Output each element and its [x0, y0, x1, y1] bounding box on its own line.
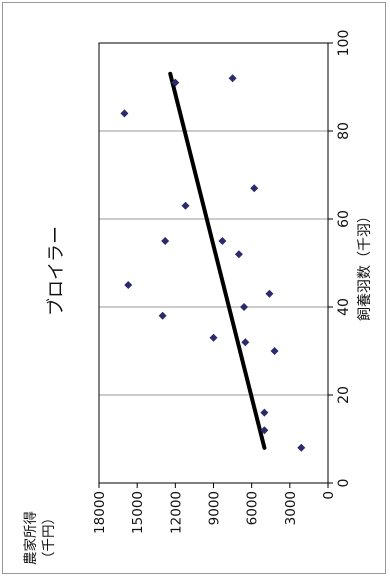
data-point — [161, 237, 170, 245]
x-tick-label: 40 — [336, 298, 352, 316]
chart-frame: 0 20 40 60 80 100 3000 6000 9000 12000 15000 18000… — [2, 2, 386, 574]
data-point — [209, 333, 218, 342]
y-tick-label: 18000 — [92, 491, 108, 534]
y-tick-label: 9000 — [207, 491, 223, 525]
data-point — [297, 443, 306, 452]
data-point — [228, 74, 237, 83]
data-point — [171, 78, 180, 87]
chart-canvas: 0 20 40 60 80 100 3000 6000 9000 12000 15000 18000… — [22, 30, 373, 565]
data-point — [120, 109, 129, 118]
data-point — [250, 184, 259, 193]
y-tick-label: 12000 — [168, 491, 184, 534]
x-tick-label: 100 — [336, 30, 352, 57]
x-tick-label: 0 — [336, 479, 352, 488]
trend-line — [168, 71, 267, 450]
data-point — [234, 250, 243, 259]
y-tick-label: 15000 — [130, 491, 146, 534]
y-axis-unit-label: （千円） — [41, 511, 57, 565]
x-axis-ticks: 0 20 40 60 80 100 — [328, 30, 352, 488]
x-tick-label: 60 — [336, 210, 352, 228]
data-point — [218, 237, 227, 245]
data-points — [120, 74, 306, 452]
data-point — [240, 303, 249, 311]
data-point — [270, 347, 279, 355]
grid-lines — [99, 130, 328, 396]
y-tick-label: 6000 — [245, 491, 261, 525]
plot-area — [98, 42, 329, 484]
data-point — [158, 311, 167, 320]
y-tick-label: 0 — [321, 491, 337, 500]
y-axis-label: 農家所得 — [22, 511, 39, 565]
x-tick-label: 80 — [336, 122, 352, 140]
data-point — [260, 426, 269, 435]
y-tick-label: 3000 — [283, 491, 299, 525]
chart-title: ブロイラー — [45, 226, 67, 316]
data-point — [124, 281, 133, 289]
x-tick-label: 20 — [336, 386, 352, 404]
data-point — [241, 338, 250, 347]
y-axis-ticks: 3000 6000 9000 12000 15000 18000 0 — [92, 483, 337, 534]
data-point — [260, 408, 269, 417]
data-point — [181, 201, 190, 210]
data-point — [265, 289, 274, 298]
x-axis-label: 飼養羽数（千羽） — [356, 209, 373, 321]
